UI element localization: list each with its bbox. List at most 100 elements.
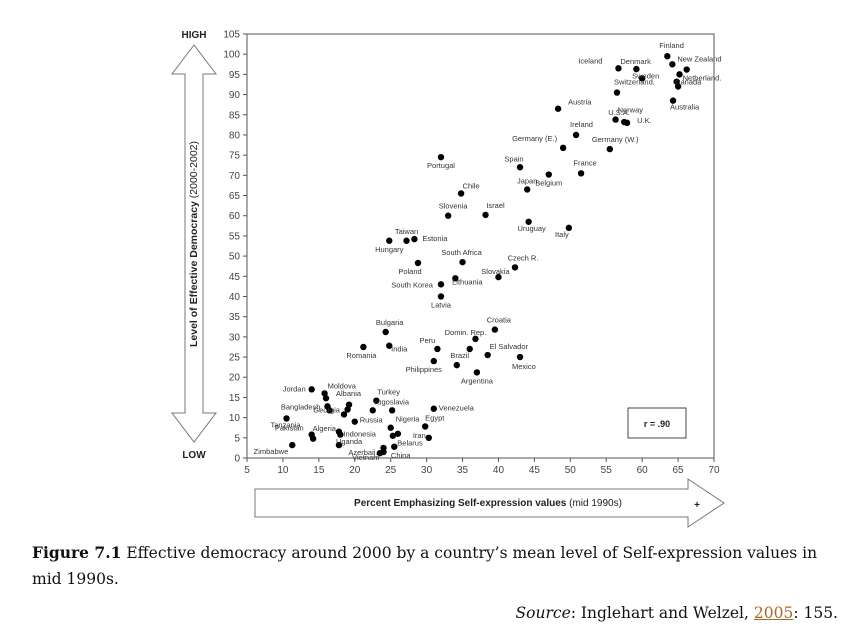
y-tick-label: 5 — [234, 433, 240, 444]
x-axis-arrow — [254, 478, 725, 528]
scatter-chart: Level of Effective Democracy (2000-2002)… — [170, 30, 725, 528]
x-end-mark: + — [694, 500, 700, 511]
point-label: Slovenia — [439, 202, 469, 211]
data-point — [388, 407, 396, 414]
source-year-link[interactable]: 2005 — [753, 604, 794, 622]
data-point — [283, 415, 290, 422]
data-point — [491, 326, 499, 333]
y-tick-label: 70 — [229, 171, 241, 182]
source-line: Source: Inglehart and Welzel, 2005: 155. — [516, 604, 838, 622]
point-label: Yugoslavia — [373, 397, 410, 406]
x-tick-label: 30 — [421, 465, 433, 476]
x-tick-label: 35 — [457, 465, 469, 476]
correlation-label: r = .90 — [644, 419, 670, 429]
point-label: Australia — [670, 103, 700, 112]
source-suffix: : 155. — [793, 604, 838, 622]
point-label: Estonia — [422, 234, 448, 243]
point-label: Switzerland. — [614, 78, 655, 87]
y-tick-label: 35 — [229, 312, 241, 323]
point-label: Mexico — [512, 362, 536, 371]
point-label: Hungary — [375, 245, 404, 254]
correlation-box — [627, 407, 687, 439]
data-point — [577, 170, 585, 177]
data-point — [674, 83, 682, 90]
point-label: Iceland — [578, 56, 602, 65]
data-point — [676, 71, 683, 78]
data-point — [559, 144, 567, 152]
data-point — [669, 97, 677, 104]
y-tick-label: 90 — [229, 90, 241, 101]
data-point — [482, 211, 489, 219]
caption-text: Effective democracy around 2000 by a cou… — [32, 544, 818, 588]
data-point — [612, 116, 619, 123]
data-point — [414, 259, 422, 267]
data-point — [554, 105, 562, 112]
point-label: Iran — [413, 431, 426, 440]
data-point — [389, 432, 397, 439]
point-label: Turkey — [377, 388, 400, 397]
point-label: Tanzania — [270, 420, 301, 429]
figure-caption: Figure 7.1 Effective democracy around 20… — [32, 540, 842, 592]
point-label: Georgia — [313, 405, 341, 414]
point-label: Spain — [504, 154, 523, 163]
y-tick-label: 85 — [229, 110, 241, 121]
data-point — [606, 145, 614, 153]
data-point — [403, 237, 410, 244]
point-label: Azerbaij. — [348, 448, 377, 457]
data-point — [308, 386, 315, 393]
point-label: Finland — [659, 41, 684, 50]
data-point — [394, 430, 402, 437]
x-tick-label: 10 — [277, 465, 289, 476]
data-point — [421, 423, 429, 430]
x-tick-label: 25 — [385, 465, 397, 476]
point-label: Slovakia — [481, 267, 510, 276]
data-point — [387, 424, 394, 431]
point-label: Denmark — [620, 57, 651, 66]
point-label: Pakistan — [275, 424, 304, 433]
point-label: Peru — [419, 336, 435, 345]
data-point — [344, 406, 351, 413]
x-tick-label: 60 — [637, 465, 649, 476]
point-label: Vietnam — [352, 453, 379, 462]
point-label: Israel — [486, 201, 505, 210]
data-point — [453, 361, 460, 369]
point-label: Austria — [568, 98, 592, 107]
y-tick-label: 65 — [229, 191, 241, 202]
point-label: Belgium — [535, 179, 562, 188]
x-tick-label: 65 — [673, 465, 685, 476]
point-label: El Salvador — [490, 342, 529, 351]
data-point — [391, 443, 398, 450]
data-point — [516, 164, 524, 171]
data-point — [545, 171, 552, 178]
point-label: Nigeria — [396, 415, 421, 424]
data-point — [495, 273, 502, 281]
x-tick-label: 20 — [349, 465, 361, 476]
data-point — [321, 390, 328, 397]
y-tick-label: 95 — [229, 70, 241, 81]
y-axis-title: Level of Effective Democracy (2000-2002) — [188, 141, 200, 347]
y-tick-label: 30 — [229, 332, 241, 343]
point-label: Belarus — [397, 439, 423, 448]
point-label: U.K. — [637, 116, 652, 125]
point-label: Albania — [336, 389, 362, 398]
point-label: South Korea — [391, 280, 434, 289]
point-label: Moldova — [328, 381, 357, 390]
y-ticks: 0 5 10 15 20 25 30 35 40 45 50 55 60 65 70 75 80 85 90 95 10… — [223, 30, 247, 465]
point-label: Zimbabwe — [254, 447, 289, 456]
y-tick-label: 25 — [229, 353, 241, 364]
data-point — [376, 449, 384, 457]
data-point — [411, 235, 418, 243]
point-label: Czech R. — [508, 253, 539, 262]
data-point — [615, 65, 622, 72]
x-tick-label: 15 — [313, 465, 325, 476]
data-point — [309, 435, 317, 442]
point-label: Poland — [398, 267, 421, 276]
data-point — [322, 395, 330, 402]
x-ticks: 5 10 15 20 25 30 35 40 45 50 55 60 65 70 — [244, 458, 720, 476]
point-label: Sweden — [632, 71, 659, 80]
data-point — [335, 441, 343, 449]
data-point — [386, 342, 393, 349]
data-point — [664, 53, 671, 60]
data-point — [345, 401, 353, 408]
data-point — [673, 78, 680, 85]
